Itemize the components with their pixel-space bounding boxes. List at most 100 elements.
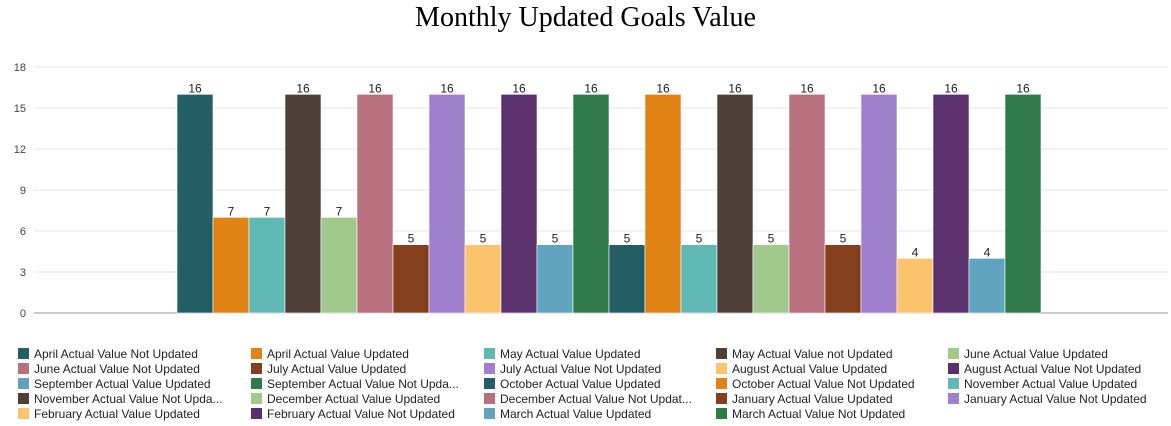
legend-item[interactable]: November Actual Value Updated	[948, 376, 1137, 391]
data-label: 5	[552, 232, 559, 246]
legend-label: June Actual Value Updated	[964, 346, 1108, 361]
legend-swatch	[251, 408, 262, 419]
y-axis-ticks: 0 3 6 9 12 15 18	[14, 62, 26, 320]
legend-item[interactable]: October Actual Value Not Updated	[716, 376, 915, 391]
bar[interactable]	[608, 244, 646, 314]
bar[interactable]	[248, 217, 286, 314]
legend-item[interactable]: June Actual Value Updated	[948, 346, 1108, 361]
legend-label: February Actual Value Updated	[34, 406, 200, 421]
bar[interactable]	[464, 244, 502, 314]
data-label: 16	[440, 81, 454, 95]
bar[interactable]	[572, 94, 610, 314]
bar[interactable]	[1004, 94, 1042, 314]
bar[interactable]	[752, 244, 790, 314]
bar[interactable]	[716, 94, 754, 314]
bar[interactable]	[284, 94, 322, 314]
legend-label: August Actual Value Updated	[732, 361, 888, 376]
data-label: 5	[480, 232, 487, 246]
data-label: 4	[984, 245, 991, 259]
data-label: 16	[368, 81, 382, 95]
bar[interactable]	[212, 217, 250, 314]
legend-label: May Actual Value Updated	[500, 346, 641, 361]
legend-swatch	[948, 363, 959, 374]
legend-swatch	[18, 363, 29, 374]
legend-item[interactable]: December Actual Value Not Updat...	[484, 391, 692, 406]
y-tick-label: 15	[14, 103, 26, 115]
legend-label: July Actual Value Updated	[267, 361, 407, 376]
data-label: 7	[336, 204, 343, 218]
legend-item[interactable]: July Actual Value Updated	[251, 361, 406, 376]
y-tick-label: 0	[20, 308, 26, 320]
bar[interactable]	[860, 94, 898, 314]
legend-swatch	[948, 348, 959, 359]
legend-swatch	[251, 378, 262, 389]
bar[interactable]	[968, 258, 1006, 314]
bar[interactable]	[500, 94, 538, 314]
bar[interactable]	[320, 217, 358, 314]
legend-item[interactable]: October Actual Value Updated	[484, 376, 661, 391]
bar[interactable]	[896, 258, 934, 314]
legend-swatch	[18, 393, 29, 404]
legend-item[interactable]: May Actual Value Updated	[484, 346, 641, 361]
legend-label: February Actual Value Not Updated	[267, 406, 455, 421]
legend-item[interactable]: November Actual Value Not Upda...	[18, 391, 223, 406]
data-label: 5	[624, 232, 631, 246]
legend-item[interactable]: December Actual Value Updated	[251, 391, 440, 406]
legend-item[interactable]: September Actual Value Updated	[18, 376, 211, 391]
bar[interactable]	[824, 244, 862, 314]
chart-title: Monthly Updated Goals Value	[415, 2, 756, 33]
bar[interactable]	[788, 94, 826, 314]
legend-swatch	[716, 363, 727, 374]
bar[interactable]	[356, 94, 394, 314]
data-label: 4	[912, 245, 919, 259]
legend-swatch	[251, 363, 262, 374]
legend-swatch	[716, 348, 727, 359]
bar[interactable]	[680, 244, 718, 314]
legend-label: January Actual Value Not Updated	[964, 391, 1147, 406]
legend-item[interactable]: July Actual Value Not Updated	[484, 361, 661, 376]
legend-item[interactable]: August Actual Value Updated	[716, 361, 887, 376]
legend-item[interactable]: May Actual Value not Updated	[716, 346, 893, 361]
y-tick-label: 12	[14, 144, 26, 156]
legend-swatch	[948, 393, 959, 404]
data-label: 5	[408, 232, 415, 246]
data-label: 16	[656, 81, 670, 95]
legend-item[interactable]: March Actual Value Updated	[484, 406, 651, 421]
legend-label: December Actual Value Updated	[267, 391, 441, 406]
legend-item[interactable]: April Actual Value Updated	[251, 346, 409, 361]
data-label: 5	[696, 232, 703, 246]
bar[interactable]	[644, 94, 682, 314]
legend-item[interactable]: April Actual Value Not Updated	[18, 346, 198, 361]
legend-item[interactable]: February Actual Value Not Updated	[251, 406, 455, 421]
legend-swatch	[484, 393, 495, 404]
bar[interactable]	[392, 244, 430, 314]
legend-label: April Actual Value Not Updated	[34, 346, 198, 361]
legend-item[interactable]: February Actual Value Updated	[18, 406, 200, 421]
data-label: 16	[512, 81, 526, 95]
legend-item[interactable]: January Actual Value Updated	[716, 391, 893, 406]
legend-swatch	[484, 348, 495, 359]
legend-swatch	[484, 378, 495, 389]
legend-swatch	[18, 348, 29, 359]
legend-swatch	[716, 393, 727, 404]
y-tick-label: 9	[20, 185, 26, 197]
bar[interactable]	[428, 94, 466, 314]
legend-item[interactable]: March Actual Value Not Updated	[716, 406, 905, 421]
legend-item[interactable]: August Actual Value Not Updated	[948, 361, 1141, 376]
legend-label: March Actual Value Not Updated	[732, 406, 906, 421]
data-label: 16	[296, 81, 310, 95]
bar[interactable]	[176, 94, 214, 314]
legend-label: September Actual Value Not Upda...	[267, 376, 459, 391]
data-label: 5	[840, 232, 847, 246]
legend-item[interactable]: September Actual Value Not Upda...	[251, 376, 459, 391]
legend-swatch	[251, 348, 262, 359]
data-label: 7	[264, 204, 271, 218]
legend-item[interactable]: June Actual Value Not Updated	[18, 361, 200, 376]
data-label: 16	[1016, 81, 1030, 95]
legend-item[interactable]: January Actual Value Not Updated	[948, 391, 1147, 406]
data-label: 7	[228, 204, 235, 218]
bar[interactable]	[932, 94, 970, 314]
bar[interactable]	[536, 244, 574, 314]
data-label: 16	[944, 81, 958, 95]
legend-label: October Actual Value Updated	[500, 376, 661, 391]
